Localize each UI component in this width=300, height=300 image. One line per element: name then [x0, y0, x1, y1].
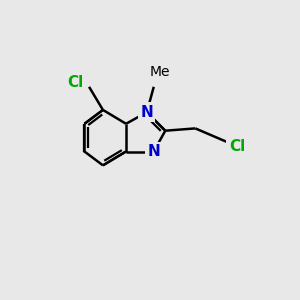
Text: N: N [147, 144, 160, 159]
Text: Cl: Cl [67, 75, 83, 90]
Text: Cl: Cl [229, 140, 245, 154]
Text: Me: Me [149, 65, 170, 79]
Text: N: N [140, 105, 153, 120]
